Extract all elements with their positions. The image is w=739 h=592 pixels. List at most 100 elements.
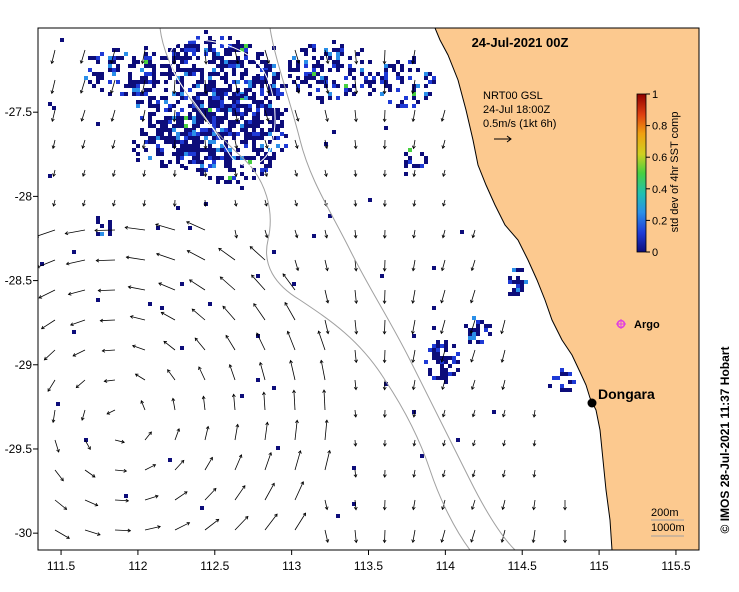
- sst-pixel: [436, 348, 440, 352]
- sst-pixel: [392, 64, 396, 68]
- sst-pixel: [212, 88, 216, 92]
- current-vector: [234, 109, 238, 122]
- sst-pixel: [204, 202, 208, 206]
- sst-pixel: [332, 84, 336, 88]
- sst-pixel: [180, 148, 184, 152]
- sst-pixel: [352, 84, 356, 88]
- current-vector: [204, 169, 206, 177]
- current-vector-head: [500, 359, 505, 363]
- current-vector-head: [188, 279, 193, 283]
- sst-pixel: [120, 92, 124, 96]
- sst-pixel: [256, 152, 260, 156]
- sst-pixel: [132, 56, 136, 60]
- current-vector: [132, 345, 146, 351]
- sst-pixel: [272, 88, 276, 92]
- current-vector-head: [295, 267, 300, 272]
- current-vector: [259, 362, 266, 381]
- current-vector: [111, 109, 116, 122]
- sst-pixel: [380, 274, 384, 278]
- current-vector: [284, 302, 296, 321]
- current-vector: [51, 79, 56, 94]
- current-vector: [264, 229, 268, 238]
- sst-pixel: [160, 148, 164, 152]
- sst-pixel: [368, 80, 372, 84]
- sst-pixel: [216, 156, 220, 160]
- sst-pixel: [388, 100, 392, 104]
- sst-pixel: [196, 156, 200, 160]
- sst-pixel: [260, 172, 264, 176]
- current-vector-head: [440, 539, 445, 543]
- sst-pixel: [244, 156, 248, 160]
- sst-pixel: [228, 132, 232, 136]
- sst-pixel: [168, 132, 172, 136]
- sst-pixel: [196, 116, 200, 120]
- current-vector: [354, 319, 357, 334]
- sst-pixel: [212, 116, 216, 120]
- sst-pixel: [92, 56, 96, 60]
- sst-pixel: [272, 108, 276, 112]
- current-vector: [502, 469, 506, 478]
- sst-pixel: [228, 160, 232, 164]
- current-vector: [41, 319, 56, 330]
- sst-pixel: [244, 104, 248, 108]
- current-vector: [294, 49, 300, 64]
- sst-pixel: [148, 136, 152, 140]
- sst-pixel: [136, 80, 140, 84]
- sst-pixel: [252, 132, 256, 136]
- current-vector: [112, 139, 116, 149]
- sst-pixel: [352, 68, 356, 72]
- sst-pixel: [224, 52, 228, 56]
- current-vector: [54, 499, 67, 510]
- current-vector-head: [411, 300, 415, 304]
- current-vector: [72, 349, 86, 357]
- current-vector: [38, 259, 56, 268]
- sst-pixel: [224, 180, 228, 184]
- sst-pixel: [180, 124, 184, 128]
- sst-pixel: [212, 80, 216, 84]
- vector-label-source: NRT00 GSL: [483, 90, 543, 102]
- sst-pixel: [240, 140, 244, 144]
- sst-pixel: [132, 64, 136, 68]
- current-vector-head: [65, 261, 70, 266]
- sst-pixel: [236, 104, 240, 108]
- sst-pixel: [232, 176, 236, 180]
- sst-pixel: [136, 152, 140, 156]
- sst-pixel: [208, 96, 212, 100]
- current-vector: [256, 332, 266, 351]
- current-vector: [441, 259, 446, 271]
- current-vector: [47, 379, 56, 392]
- sst-pixel: [208, 176, 212, 180]
- sst-pixel: [156, 120, 160, 124]
- current-vector-head: [131, 344, 136, 349]
- sst-pixel: [40, 262, 44, 266]
- sst-pixel: [208, 156, 212, 160]
- current-vector-head: [152, 464, 157, 468]
- current-vector: [114, 469, 127, 472]
- sst-pixel: [216, 180, 220, 184]
- sst-pixel: [224, 148, 228, 152]
- sst-pixel: [172, 128, 176, 132]
- sst-pixel: [412, 56, 416, 60]
- current-vector-head: [532, 506, 536, 511]
- current-vector: [143, 169, 146, 177]
- sst-pixel: [404, 104, 408, 108]
- sst-pixel: [188, 136, 192, 140]
- current-vector: [94, 229, 116, 231]
- sst-pixel: [260, 132, 264, 136]
- sst-pixel: [236, 132, 240, 136]
- sst-pixel: [112, 60, 116, 64]
- sst-pixel: [252, 76, 256, 80]
- sst-pixel: [228, 104, 232, 108]
- current-vector-head: [325, 118, 329, 122]
- current-vector: [324, 289, 329, 303]
- sst-pixel: [200, 92, 204, 96]
- sst-pixel: [248, 132, 252, 136]
- sst-pixel: [180, 80, 184, 84]
- current-vector: [354, 139, 357, 149]
- sst-pixel: [260, 76, 264, 80]
- sst-pixel: [208, 104, 212, 108]
- sst-pixel: [232, 136, 236, 140]
- sst-pixel: [200, 72, 204, 76]
- current-vector-head: [51, 419, 56, 424]
- sst-pixel: [324, 48, 328, 52]
